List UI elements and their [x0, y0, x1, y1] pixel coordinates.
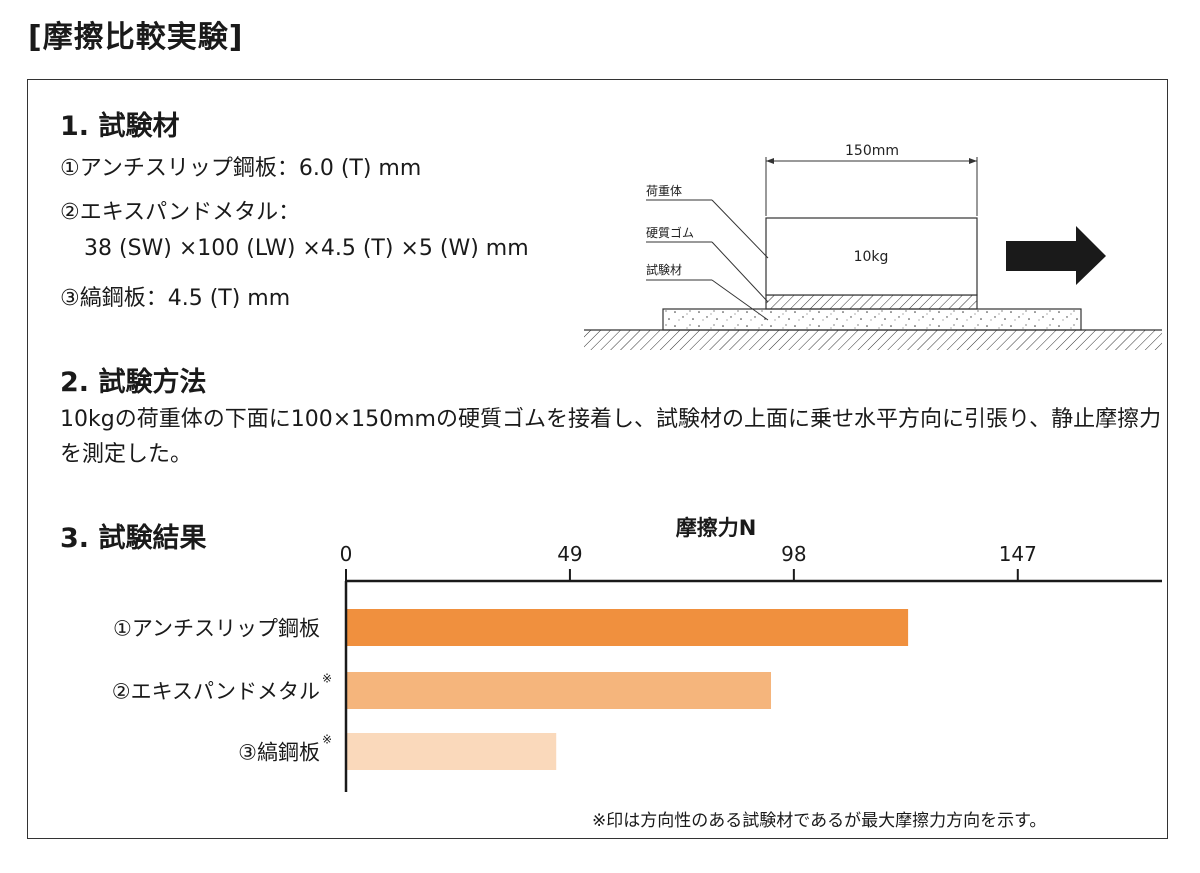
chart-title: 摩擦力N: [676, 516, 757, 540]
x-tick-label: 0: [340, 542, 353, 566]
material-line-2-dims: 38 (SW) ×100 (LW) ×4.5 (T) ×5 (W) mm: [84, 236, 529, 261]
category-label-3: ③縞鋼板: [238, 741, 320, 765]
results-heading: 3. 試験結果: [60, 523, 207, 554]
bar-1: [347, 609, 909, 646]
category-footnote-mark: ※: [322, 672, 332, 686]
bar-2: [347, 672, 772, 709]
bar-3: [347, 733, 557, 770]
method-text: 10kgの荷重体の下面に100×150mmの硬質ゴムを接着し、試験材の上面に乗せ…: [60, 407, 1162, 467]
category-label-1: ①アンチスリップ鋼板: [113, 617, 320, 641]
x-tick-label: 147: [999, 542, 1037, 566]
x-tick-label: 98: [781, 542, 806, 566]
category-label-2: ②エキスパンドメタル: [112, 680, 320, 704]
material-line-1: ①アンチスリップ鋼板：6.0 (T) mm: [60, 156, 422, 181]
content-frame: [27, 79, 1168, 839]
page-title: [摩擦比較実験]: [28, 20, 244, 55]
materials-heading: 1. 試験材: [60, 111, 180, 142]
footnote: ※印は方向性のある試験材であるが最大摩擦力方向を示す。: [592, 811, 1047, 831]
method-heading: 2. 試験方法: [60, 367, 207, 398]
category-footnote-mark: ※: [322, 733, 332, 747]
material-line-3: ③縞鋼板：4.5 (T) mm: [60, 286, 291, 311]
x-tick-label: 49: [557, 542, 582, 566]
material-line-2: ②エキスパンドメタル：: [60, 200, 301, 225]
